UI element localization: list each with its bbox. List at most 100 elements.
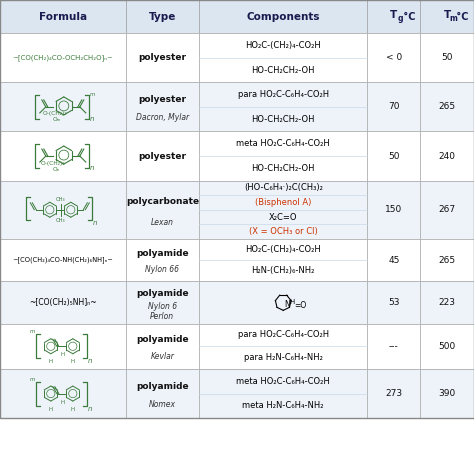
Text: (X = OCH₃ or Cl): (X = OCH₃ or Cl) — [249, 227, 318, 236]
Text: N: N — [284, 300, 290, 308]
Text: H: H — [61, 399, 65, 404]
Text: m: m — [449, 14, 457, 23]
Bar — [420, 131, 474, 181]
Text: para HO₂C-C₆H₄-CO₂H: para HO₂C-C₆H₄-CO₂H — [237, 330, 329, 339]
Text: °C: °C — [400, 12, 416, 21]
Text: polycarbonate: polycarbonate — [126, 197, 199, 206]
Text: polyester: polyester — [138, 95, 186, 104]
Bar — [0, 33, 126, 82]
Text: CH₃: CH₃ — [56, 197, 65, 202]
Text: para H₂N-C₆H₄-NH₂: para H₂N-C₆H₄-NH₂ — [244, 353, 323, 362]
Text: Type: Type — [149, 12, 176, 21]
Text: n: n — [90, 116, 94, 122]
Bar — [367, 239, 420, 281]
Bar — [367, 181, 420, 239]
Text: ~[CO(CH₂)₄CO-NH(CH₂)₆NH]ₙ~: ~[CO(CH₂)₄CO-NH(CH₂)₆NH]ₙ~ — [12, 257, 113, 263]
Bar — [367, 33, 420, 82]
Text: Oₙ: Oₙ — [53, 167, 60, 172]
Text: m: m — [90, 92, 95, 97]
Text: O-(CH₂)₂: O-(CH₂)₂ — [41, 161, 65, 166]
Bar — [367, 131, 420, 181]
Text: polyamide: polyamide — [136, 382, 189, 391]
Text: ---: --- — [389, 342, 399, 351]
Text: HO₂C-(CH₂)₄-CO₂H: HO₂C-(CH₂)₄-CO₂H — [246, 245, 321, 254]
Text: 500: 500 — [438, 342, 456, 351]
Bar — [367, 369, 420, 418]
Text: para HO₂C-C₆H₄-CO₂H: para HO₂C-C₆H₄-CO₂H — [237, 90, 329, 99]
Text: Kevlar: Kevlar — [150, 352, 174, 361]
Bar — [420, 82, 474, 131]
Bar — [0, 131, 126, 181]
Text: H: H — [71, 359, 75, 364]
Text: 53: 53 — [388, 298, 400, 307]
Text: H: H — [49, 407, 53, 412]
Text: < 0: < 0 — [386, 53, 402, 62]
Text: 265: 265 — [438, 102, 456, 111]
Text: polyester: polyester — [138, 152, 186, 161]
Text: 50: 50 — [388, 152, 400, 161]
Bar — [126, 33, 199, 82]
Bar — [199, 369, 367, 418]
Text: HO-CH₂CH₂-OH: HO-CH₂CH₂-OH — [252, 115, 315, 124]
Bar — [0, 181, 126, 239]
Bar — [199, 181, 367, 239]
Text: Nomex: Nomex — [149, 400, 176, 409]
Bar — [199, 33, 367, 82]
Text: T: T — [444, 10, 451, 20]
Text: (Bisphenol A): (Bisphenol A) — [255, 198, 311, 207]
Text: ~[CO(CH₂)₄CO-OCH₂CH₂O]ₙ~: ~[CO(CH₂)₄CO-OCH₂CH₂O]ₙ~ — [12, 55, 113, 61]
Bar — [199, 0, 367, 33]
Text: 265: 265 — [438, 256, 456, 264]
Bar — [420, 281, 474, 324]
Text: 45: 45 — [388, 256, 400, 264]
Text: g: g — [397, 14, 402, 23]
Bar — [0, 369, 126, 418]
Text: Components: Components — [246, 12, 320, 21]
Text: polyamide: polyamide — [136, 335, 189, 344]
Text: 150: 150 — [385, 205, 402, 214]
Text: n: n — [92, 220, 97, 226]
Text: 50: 50 — [441, 53, 453, 62]
Text: CH₃: CH₃ — [56, 218, 65, 223]
Bar — [199, 281, 367, 324]
Bar — [126, 181, 199, 239]
Text: Lexan: Lexan — [151, 218, 174, 227]
Text: HO₂C-(CH₂)₄-CO₂H: HO₂C-(CH₂)₄-CO₂H — [246, 41, 321, 50]
Text: H₂N-(CH₂)₆-NH₂: H₂N-(CH₂)₆-NH₂ — [252, 266, 315, 275]
Bar — [0, 239, 126, 281]
Text: O-(CH₂)₂: O-(CH₂)₂ — [43, 111, 67, 116]
Text: H: H — [290, 299, 295, 305]
Text: X₂C=O: X₂C=O — [269, 212, 298, 222]
Bar — [126, 131, 199, 181]
Bar — [420, 239, 474, 281]
Text: Oₘ: Oₘ — [53, 117, 61, 122]
Text: H: H — [49, 359, 53, 364]
Bar — [0, 82, 126, 131]
Text: =O: =O — [294, 301, 307, 310]
Text: H: H — [61, 352, 65, 357]
Text: 70: 70 — [388, 102, 400, 111]
Text: 223: 223 — [439, 298, 456, 307]
Text: Dacron, Mylar: Dacron, Mylar — [136, 113, 189, 122]
Text: Formula: Formula — [39, 12, 87, 21]
Bar — [420, 33, 474, 82]
Text: n: n — [90, 165, 94, 171]
Bar — [420, 324, 474, 369]
Bar — [199, 324, 367, 369]
Bar — [367, 82, 420, 131]
Text: H: H — [71, 407, 75, 412]
Bar — [126, 324, 199, 369]
Text: meta H₂N-C₆H₄-NH₂: meta H₂N-C₆H₄-NH₂ — [243, 401, 324, 410]
Bar — [199, 239, 367, 281]
Text: meta HO₂C-C₆H₄-CO₂H: meta HO₂C-C₆H₄-CO₂H — [237, 139, 330, 148]
Text: °C: °C — [454, 12, 469, 21]
Bar — [0, 324, 126, 369]
Bar — [126, 82, 199, 131]
Bar — [126, 281, 199, 324]
Bar — [126, 369, 199, 418]
Text: meta HO₂C-C₆H₄-CO₂H: meta HO₂C-C₆H₄-CO₂H — [237, 377, 330, 386]
Text: n: n — [87, 405, 92, 412]
Text: Nylon 6
Perlon: Nylon 6 Perlon — [148, 302, 177, 321]
Text: m: m — [30, 329, 35, 334]
Bar — [126, 0, 199, 33]
